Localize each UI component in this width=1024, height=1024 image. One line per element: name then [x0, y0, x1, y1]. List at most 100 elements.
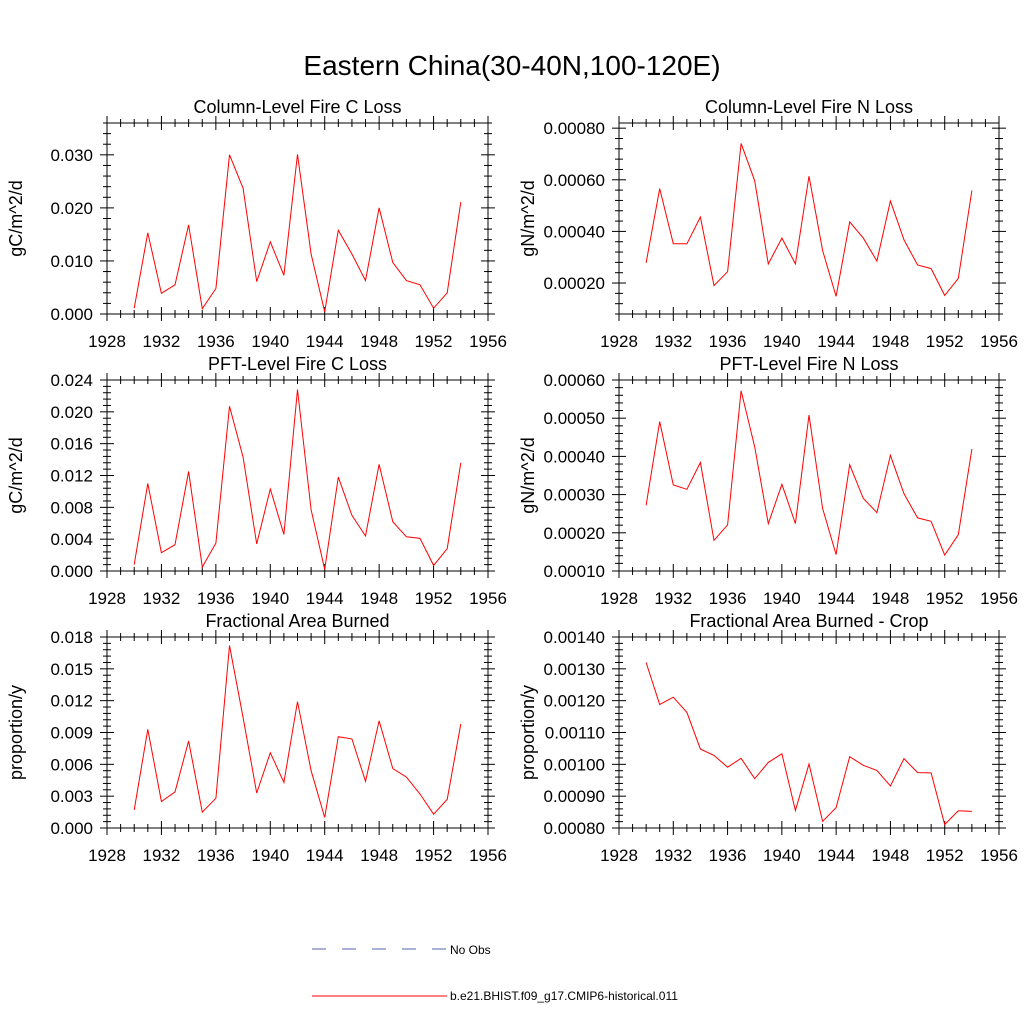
x-tick-label: 1936 — [709, 589, 747, 608]
chart-panel-5: Fractional Area Burned proportion/y 1928 19… — [6, 611, 507, 865]
y-tick-label: 0.00080 — [544, 819, 605, 838]
series-line — [645, 662, 972, 826]
y-axis-label: gC/m^2/d — [6, 437, 26, 513]
y-tick-label: 0.003 — [50, 787, 93, 806]
chart-panel-6: Fractional Area Burned - Crop proportion/… — [518, 611, 1018, 865]
y-tick-label: 0.00100 — [544, 755, 605, 774]
y-tick-label: 0.020 — [50, 199, 93, 218]
x-tick-label: 1928 — [88, 589, 126, 608]
y-tick-label: 0.00020 — [544, 274, 605, 293]
x-tick-label: 1948 — [360, 332, 398, 351]
y-tick-label: 0.008 — [50, 498, 93, 517]
x-tick-label: 1940 — [763, 589, 801, 608]
y-tick-label: 0.015 — [50, 660, 93, 679]
x-tick-label: 1944 — [306, 332, 344, 351]
panel-title: PFT-Level Fire N Loss — [719, 354, 898, 374]
y-tick-label: 0.020 — [50, 403, 93, 422]
y-tick-label: 0.000 — [50, 562, 93, 581]
y-tick-label: 0.00030 — [544, 486, 605, 505]
y-tick-label: 0.00020 — [544, 524, 605, 543]
y-tick-label: 0.024 — [50, 371, 93, 390]
x-tick-label: 1952 — [926, 589, 964, 608]
y-tick-label: 0.00080 — [544, 119, 605, 138]
y-axis-label: gN/m^2/d — [518, 437, 538, 513]
chart-panel-3: PFT-Level Fire C Loss gC/m^2/d 1928 1932 193… — [6, 354, 507, 608]
x-tick-label: 1944 — [817, 332, 855, 351]
y-tick-label: 0.012 — [50, 467, 93, 486]
y-tick-label: 0.00140 — [544, 628, 605, 647]
y-tick-label: 0.00060 — [544, 171, 605, 190]
y-tick-label: 0.009 — [50, 724, 93, 743]
panel-title: PFT-Level Fire C Loss — [208, 354, 387, 374]
x-tick-label: 1944 — [817, 589, 855, 608]
y-tick-label: 0.00090 — [544, 787, 605, 806]
x-tick-label: 1928 — [88, 846, 126, 865]
x-tick-label: 1944 — [306, 846, 344, 865]
chart-panel-1: Column-Level Fire C Loss gC/m^2/d 1928 1932… — [6, 97, 507, 351]
y-tick-label: 0.006 — [50, 755, 93, 774]
y-tick-label: 0.00060 — [544, 371, 605, 390]
x-tick-label: 1956 — [469, 846, 507, 865]
y-tick-label: 0.00130 — [544, 660, 605, 679]
x-tick-label: 1952 — [415, 589, 453, 608]
y-tick-label: 0.012 — [50, 692, 93, 711]
x-tick-label: 1932 — [143, 846, 181, 865]
series-line — [133, 645, 462, 818]
x-tick-label: 1948 — [360, 846, 398, 865]
y-tick-label: 0.00120 — [544, 692, 605, 711]
x-tick-label: 1952 — [926, 846, 964, 865]
panel-title: Column-Level Fire N Loss — [705, 97, 913, 117]
chart-panel-2: Column-Level Fire N Loss gN/m^2/d 1928 1932… — [518, 97, 1018, 351]
x-tick-label: 1932 — [654, 589, 692, 608]
x-tick-label: 1948 — [360, 589, 398, 608]
x-tick-label: 1956 — [980, 589, 1018, 608]
x-tick-label: 1932 — [143, 332, 181, 351]
x-tick-label: 1928 — [88, 332, 126, 351]
y-tick-label: 0.016 — [50, 435, 93, 454]
x-tick-label: 1932 — [143, 589, 181, 608]
y-tick-label: 0.00040 — [544, 222, 605, 241]
x-tick-label: 1948 — [872, 332, 910, 351]
y-tick-label: 0.00010 — [544, 562, 605, 581]
y-axis-label: gC/m^2/d — [6, 180, 26, 256]
panel-title: Fractional Area Burned - Crop — [689, 611, 928, 631]
figure-title: Eastern China(30-40N,100-120E) — [303, 50, 720, 81]
series-line — [133, 389, 462, 570]
x-tick-label: 1940 — [251, 332, 289, 351]
x-tick-label: 1956 — [980, 846, 1018, 865]
x-tick-label: 1940 — [251, 846, 289, 865]
y-tick-label: 0.00110 — [545, 724, 605, 743]
series-line — [645, 390, 973, 557]
x-tick-label: 1936 — [197, 589, 235, 608]
x-tick-label: 1932 — [654, 332, 692, 351]
x-tick-label: 1956 — [469, 589, 507, 608]
y-tick-label: 0.000 — [50, 819, 93, 838]
x-tick-label: 1928 — [600, 332, 638, 351]
y-axis-label: proportion/y — [518, 685, 538, 780]
series-line — [133, 154, 462, 313]
chart-panels: Column-Level Fire C Loss gC/m^2/d 1928 1932… — [6, 97, 1018, 865]
legend-label-no-obs: No Obs — [450, 943, 491, 957]
y-tick-label: 0.00040 — [544, 447, 605, 466]
x-tick-label: 1944 — [306, 589, 344, 608]
legend: No Obs b.e21.BHIST.f09_g17.CMIP6-histori… — [312, 943, 678, 1003]
y-tick-label: 0.030 — [50, 146, 93, 165]
x-tick-label: 1940 — [763, 332, 801, 351]
y-tick-label: 0.010 — [50, 252, 93, 271]
x-tick-label: 1936 — [197, 846, 235, 865]
x-tick-label: 1944 — [817, 846, 855, 865]
x-tick-label: 1936 — [197, 332, 235, 351]
x-tick-label: 1948 — [872, 589, 910, 608]
y-axis-label: proportion/y — [6, 685, 26, 780]
y-tick-label: 0.000 — [50, 305, 93, 324]
x-tick-label: 1928 — [600, 846, 638, 865]
panel-title: Column-Level Fire C Loss — [193, 97, 401, 117]
x-tick-label: 1956 — [980, 332, 1018, 351]
y-tick-label: 0.00050 — [544, 409, 605, 428]
x-tick-label: 1940 — [763, 846, 801, 865]
chart-panel-4: PFT-Level Fire N Loss gN/m^2/d 1928 1932 193… — [518, 354, 1018, 608]
y-axis-label: gN/m^2/d — [518, 180, 538, 256]
x-tick-label: 1940 — [251, 589, 289, 608]
